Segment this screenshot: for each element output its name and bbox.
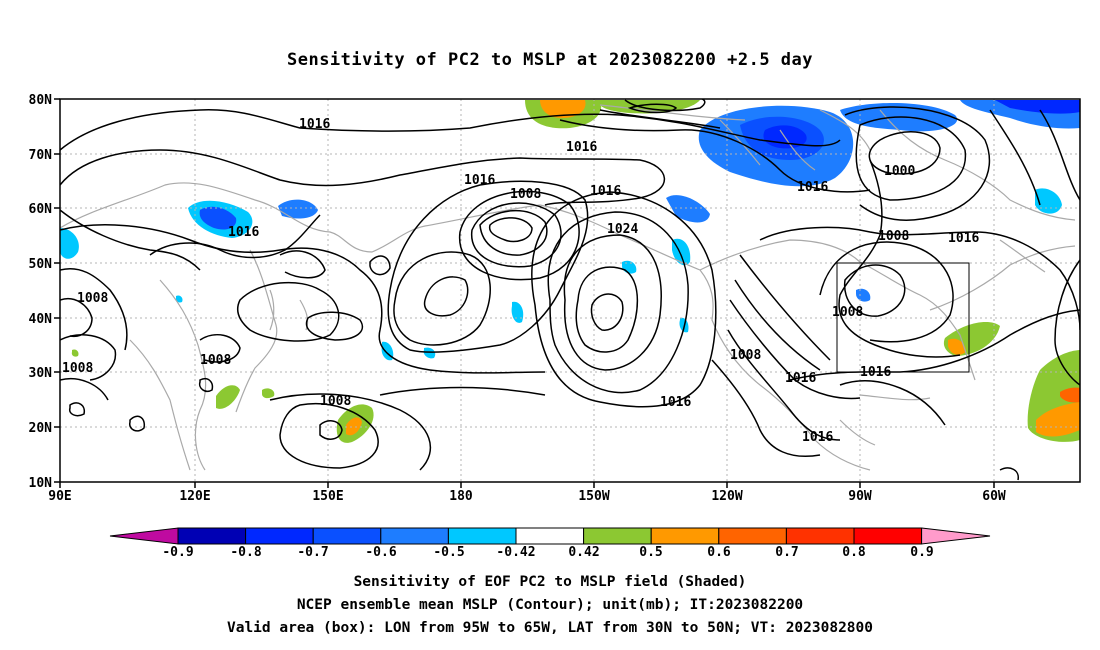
colorbar-swatch	[718, 527, 787, 545]
caption-line-3: Valid area (box): LON from 95W to 65W, L…	[226, 620, 873, 636]
contour-label: 1008	[832, 305, 863, 320]
contour-label: 1008	[200, 353, 231, 368]
colorbar-tick: 0.5	[639, 545, 662, 560]
shade-positive	[216, 385, 240, 409]
contour-label: 1016	[566, 140, 597, 155]
colorbar-swatch	[109, 527, 179, 545]
lat-label: 10N	[29, 476, 53, 491]
shade-negative	[666, 195, 710, 223]
contour-label: 1016	[590, 184, 621, 199]
lat-label: 50N	[29, 257, 53, 272]
contour-label: 1016	[948, 231, 979, 246]
caption-line-1: Sensitivity of EOF PC2 to MSLP field (Sh…	[353, 574, 747, 590]
colorbar-tick: -0.5	[433, 545, 464, 560]
shade-negative	[60, 228, 79, 259]
colorbar-swatch	[380, 527, 449, 545]
contour-label: 1016	[464, 173, 495, 188]
colorbar-swatch	[921, 527, 991, 545]
lat-label: 80N	[29, 93, 53, 108]
caption-line-2: NCEP ensemble mean MSLP (Contour); unit(…	[296, 597, 804, 613]
contour-label: 1008	[320, 394, 351, 409]
colorbar-tick: 0.8	[842, 545, 866, 560]
contour-label: 1016	[802, 430, 833, 445]
lon-label: 150E	[312, 489, 343, 504]
contour-label: 1008	[510, 187, 541, 202]
colorbar-swatch	[447, 527, 517, 545]
shade-positive	[262, 388, 275, 399]
colorbar-tick: -0.6	[365, 545, 396, 560]
lat-label: 40N	[29, 312, 53, 327]
colorbar-ticks: -0.9 -0.8 -0.7 -0.6 -0.5 -0.42 0.42 0.5 …	[162, 545, 933, 560]
colorbar-tick: 0.9	[910, 545, 933, 560]
contour-label: 1016	[785, 371, 816, 386]
shade-negative	[995, 100, 1080, 114]
colorbar	[109, 527, 991, 545]
coastlines	[60, 104, 1076, 471]
shade-negative	[175, 295, 183, 303]
colorbar-tick: 0.42	[568, 545, 599, 560]
colorbar-swatch	[583, 527, 652, 545]
contour-label: 1008	[878, 229, 909, 244]
lon-label: 90W	[848, 489, 872, 504]
contour-label: 1000	[884, 164, 915, 179]
shade-negative	[511, 301, 524, 323]
colorbar-swatch	[177, 527, 247, 545]
shade-negative	[423, 347, 436, 359]
colorbar-tick: -0.9	[162, 545, 193, 560]
shade-positive	[71, 349, 79, 357]
shade-positive	[346, 417, 362, 436]
plot-frame	[59, 98, 1081, 483]
shade-negative	[1035, 188, 1062, 214]
lon-label: 120W	[711, 489, 742, 504]
lat-label: 60N	[29, 202, 53, 217]
contour-label: 1008	[62, 361, 93, 376]
colorbar-tick: -0.8	[230, 545, 261, 560]
shade-negative	[199, 206, 237, 230]
colorbar-tick: 0.7	[775, 545, 798, 560]
contour-label: 1016	[797, 180, 828, 195]
lat-label: 20N	[29, 421, 53, 436]
map-title: Sensitivity of PC2 to MSLP at 2023082200…	[286, 50, 813, 70]
colorbar-tick: -0.42	[496, 545, 535, 560]
lon-labels: 90E 120E 150E 180 150W 120W 90W 60W	[48, 489, 1006, 504]
valid-area-box	[836, 262, 970, 373]
contour-labels: 1016 1016 1016 1008 1016 1016 1016 1000 …	[62, 117, 979, 445]
shade-negative	[278, 199, 318, 219]
lon-label: 150W	[578, 489, 609, 504]
colorbar-tick: -0.7	[297, 545, 328, 560]
colorbar-swatch	[650, 527, 720, 545]
axis-ticks	[54, 98, 995, 488]
colorbar-swatch	[515, 527, 585, 545]
colorbar-swatch	[312, 527, 382, 545]
lat-labels: 80N 70N 60N 50N 40N 30N 20N 10N	[29, 93, 53, 491]
contour-label: 1016	[228, 225, 259, 240]
colorbar-tick: 0.6	[707, 545, 731, 560]
mslp-contours	[60, 99, 1080, 481]
colorbar-swatch	[245, 527, 314, 545]
shade-positive	[948, 338, 966, 355]
shade-negative	[856, 288, 871, 302]
contour-label: 1008	[77, 291, 108, 306]
shade-positive	[1060, 387, 1080, 403]
shade-negative	[622, 260, 637, 274]
lon-label: 180	[449, 489, 473, 504]
colorbar-swatch	[853, 527, 923, 545]
shade-positive	[1036, 402, 1080, 437]
contour-label: 1024	[607, 222, 638, 237]
lon-label: 120E	[179, 489, 210, 504]
contour-label: 1016	[299, 117, 330, 132]
lon-label: 60W	[982, 489, 1006, 504]
contour-label: 1016	[660, 395, 691, 410]
lat-label: 30N	[29, 366, 53, 381]
lon-label: 90E	[48, 489, 71, 504]
shade-positive	[540, 100, 586, 118]
colorbar-swatch	[785, 527, 855, 545]
lat-label: 70N	[29, 148, 53, 163]
contour-label: 1008	[730, 348, 761, 363]
